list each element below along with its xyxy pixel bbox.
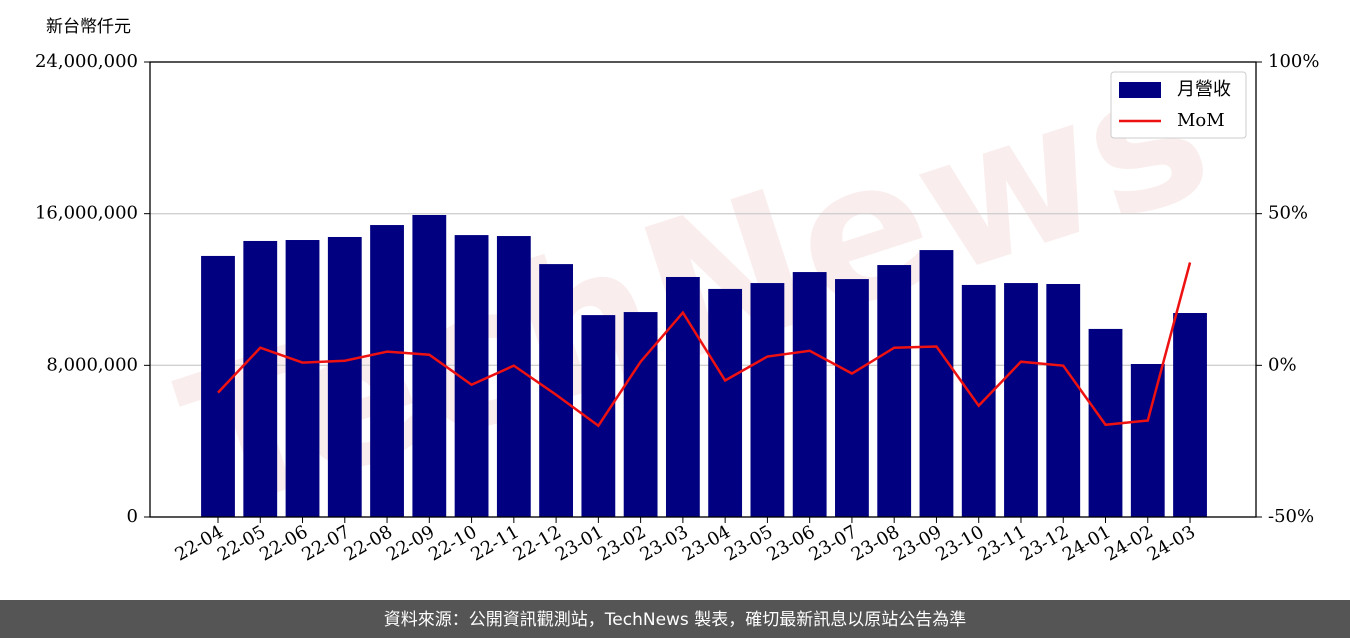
bar: [623, 312, 658, 517]
y-tick-label: 16,000,000: [35, 203, 138, 224]
bar: [665, 276, 700, 517]
bar: [1173, 313, 1207, 517]
bar: [370, 225, 404, 517]
legend-label: 月營收: [1177, 79, 1231, 100]
bar: [1130, 364, 1165, 517]
bar: [708, 288, 743, 517]
line: [217, 262, 1192, 428]
bar: [877, 265, 912, 517]
bar: [835, 279, 869, 517]
plot-frame: [149, 61, 1257, 518]
bar: [243, 240, 278, 517]
bar: [539, 264, 574, 517]
bar: [412, 214, 447, 517]
y2-tick-label: 50%: [1268, 203, 1308, 224]
bar: [1004, 283, 1038, 517]
bar: [792, 272, 827, 517]
bar: [919, 250, 954, 518]
y2-tick-label: -50%: [1268, 506, 1314, 527]
y-axis-title: 新台幣仟元: [46, 17, 131, 37]
footer-text: 資料來源：公開資訊觀測站，TechNews 製表，確切最新訊息以原站公告為準: [384, 610, 966, 630]
y2-tick-label: 0%: [1268, 354, 1297, 375]
y2-tick-label: 100%: [1268, 51, 1319, 72]
bar: [750, 283, 785, 517]
x-tick-label: 24-03: [1144, 521, 1199, 565]
y-tick-label: 24,000,000: [35, 51, 138, 72]
bar: [961, 284, 996, 517]
bar: [327, 236, 362, 517]
footer-band: [0, 600, 1350, 638]
bar: [201, 255, 235, 517]
bar: [496, 236, 531, 517]
legend-swatch: [1119, 82, 1161, 98]
bar: [285, 240, 320, 518]
bar: [1046, 284, 1081, 517]
legend-label: MoM: [1177, 110, 1225, 131]
y-tick-label: 0: [127, 506, 138, 527]
legend: 月營收 MoM: [1110, 71, 1247, 139]
y-tick-label: 8,000,000: [46, 354, 138, 375]
